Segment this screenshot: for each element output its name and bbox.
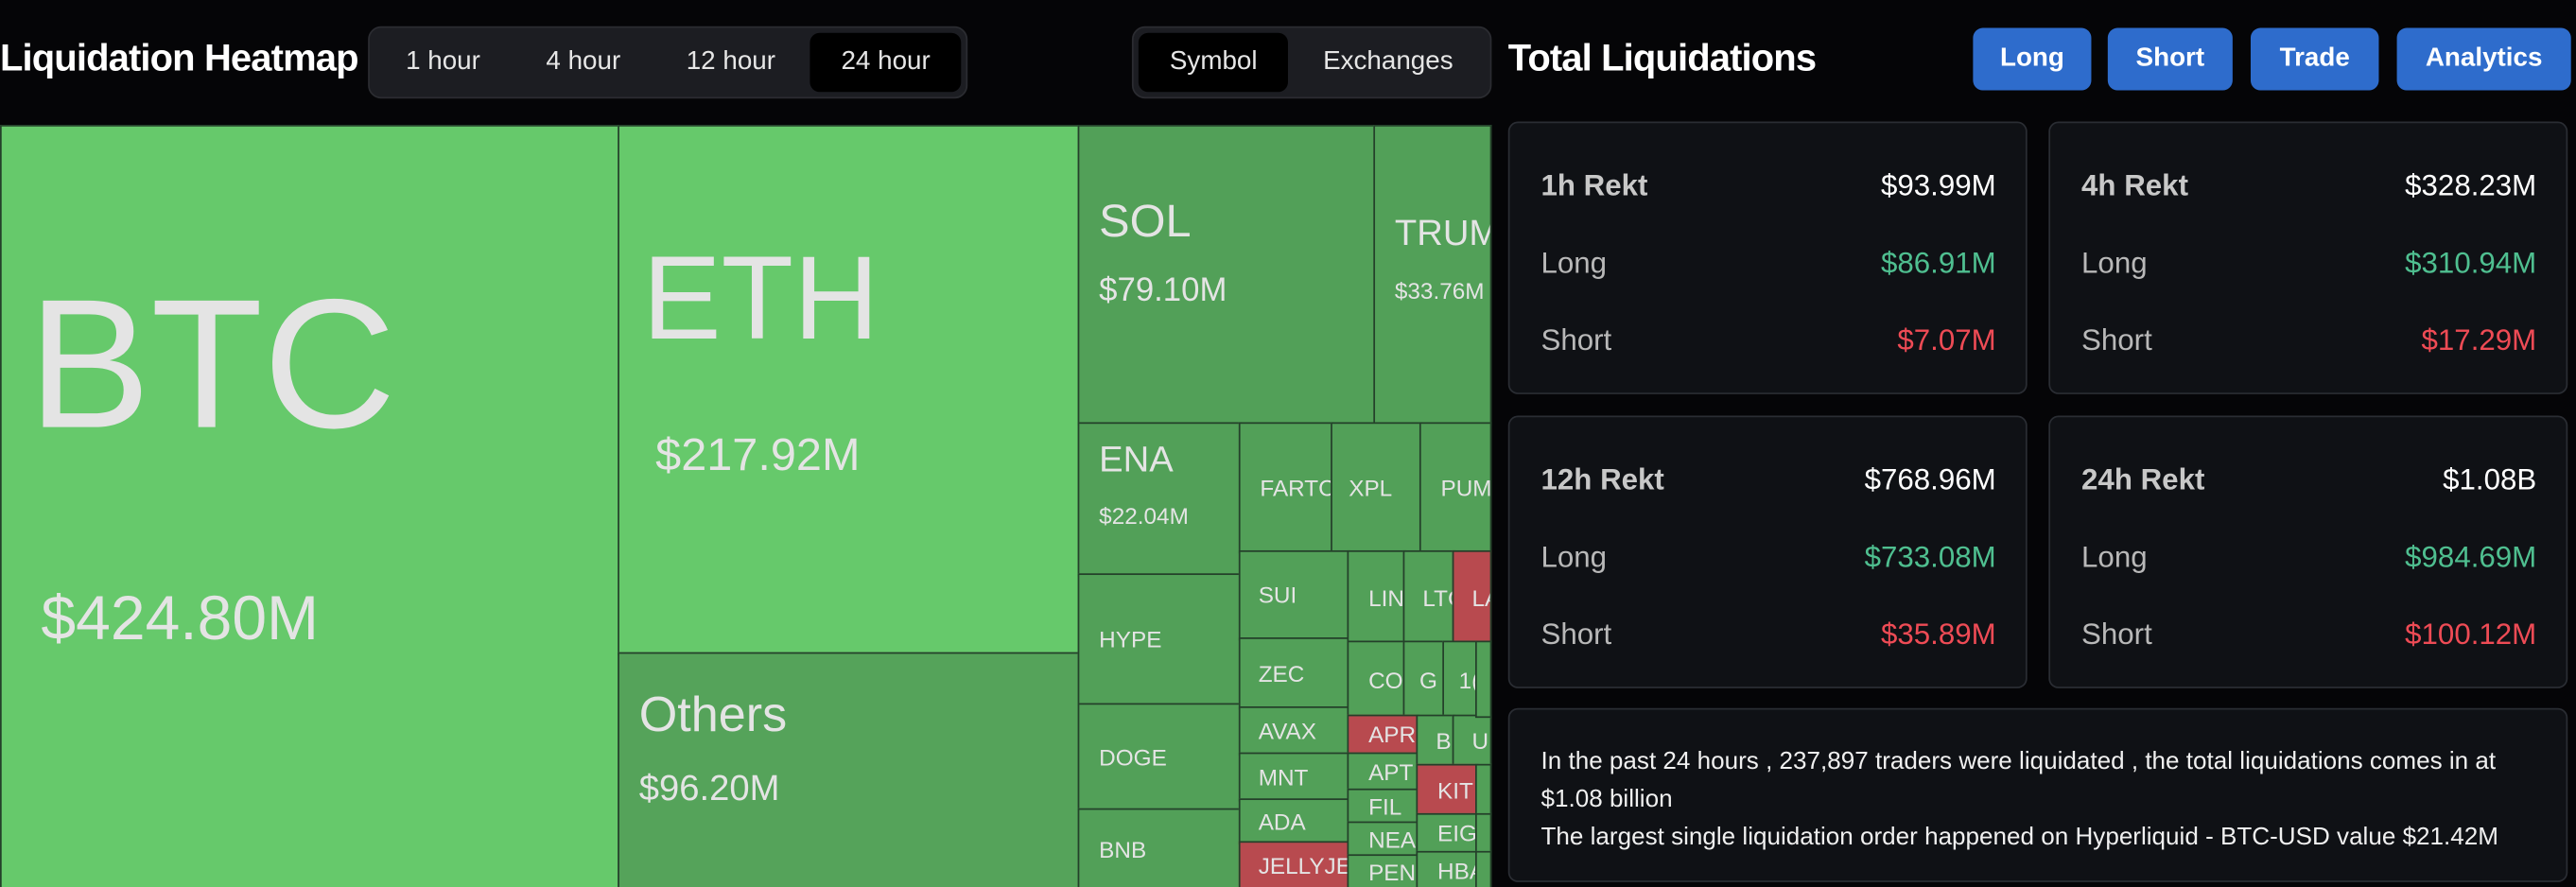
treemap-cell[interactable]: FARTC: [1238, 422, 1334, 554]
summary-line: The largest single liquidation order hap…: [1540, 823, 2498, 851]
treemap-cell[interactable]: KIT: [1416, 763, 1479, 817]
card-label: Long: [1540, 540, 1608, 574]
card-value: $35.89M: [1880, 617, 1996, 651]
treemap-cell[interactable]: PEN(: [1347, 854, 1419, 887]
card-label: Short: [1540, 323, 1612, 357]
summary-box: In the past 24 hours , 237,897 traders w…: [1507, 707, 2568, 882]
time-tab[interactable]: 1 hour: [406, 47, 480, 76]
treemap-cell: [1475, 640, 1492, 719]
panel-title: Total Liquidations: [1507, 36, 1817, 79]
treemap-cell[interactable]: PUM: [1419, 422, 1492, 554]
treemap-cell[interactable]: NEA: [1347, 821, 1419, 858]
card-value: $310.94M: [2405, 246, 2537, 280]
view-tabs: Symbol Exchanges: [1131, 26, 1491, 99]
treemap: BTC $424.80M ETH $217.92M Others $96.20M SOL $7…: [0, 125, 1492, 887]
card-value: $93.99M: [1880, 168, 1996, 202]
card-value: $86.91M: [1880, 246, 1996, 280]
treemap-cell[interactable]: APR: [1347, 714, 1419, 757]
treemap-cell[interactable]: ETH $217.92M: [618, 125, 1082, 656]
card-label: 24h Rekt: [2081, 462, 2205, 496]
treemap-cell[interactable]: U: [1452, 714, 1492, 768]
button[interactable]: Trade: [2250, 27, 2379, 91]
treemap-cell[interactable]: Others $96.20M: [618, 652, 1082, 887]
treemap-cell[interactable]: SOL $79.10M: [1077, 125, 1377, 426]
button[interactable]: Short: [2107, 27, 2233, 91]
card-value: $100.12M: [2405, 617, 2537, 651]
treemap-cell[interactable]: G: [1402, 640, 1446, 719]
card-label: Long: [2081, 540, 2148, 574]
treemap-cell[interactable]: LA: [1452, 549, 1492, 644]
view-tab[interactable]: Symbol: [1138, 32, 1289, 93]
treemap-cell[interactable]: AVAX: [1238, 705, 1350, 757]
rekt-card: 24h Rekt $1.08B Long $984.69M Short $100.12M: [2048, 415, 2568, 688]
treemap-cell[interactable]: ADA: [1238, 798, 1350, 844]
heatmap-title: Liquidation Heatmap: [0, 36, 358, 79]
treemap-cell[interactable]: APT: [1347, 752, 1419, 792]
treemap-cell[interactable]: B: [1416, 714, 1456, 768]
time-tab[interactable]: 12 hour: [686, 47, 775, 76]
card-value: $328.23M: [2405, 168, 2537, 202]
button[interactable]: Analytics: [2396, 27, 2571, 91]
card-label: Short: [2081, 617, 2152, 651]
treemap-cell[interactable]: HBA: [1416, 850, 1479, 887]
treemap-cell[interactable]: ENA $22.04M: [1077, 422, 1243, 577]
treemap-cell: [1475, 763, 1492, 817]
card-label: 4h Rekt: [2081, 168, 2189, 202]
summary-line: In the past 24 hours , 237,897 traders w…: [1540, 747, 2497, 813]
treemap-cell[interactable]: XPL: [1331, 422, 1423, 554]
view-tab[interactable]: Exchanges: [1323, 47, 1453, 76]
time-tab[interactable]: 24 hour: [809, 32, 962, 93]
treemap-cell[interactable]: SUI: [1238, 549, 1350, 641]
treemap-cell[interactable]: EIG: [1416, 812, 1479, 855]
card-label: Long: [2081, 246, 2148, 280]
treemap-cell[interactable]: LTC: [1402, 549, 1456, 644]
card-label: 12h Rekt: [1540, 462, 1664, 496]
card-value: $768.96M: [1864, 462, 1996, 496]
rekt-card: 12h Rekt $768.96M Long $733.08M Short $35.89M: [1507, 415, 2028, 688]
card-value: $1.08B: [2443, 462, 2537, 496]
card-label: Short: [1540, 617, 1612, 651]
treemap-cell[interactable]: ZEC: [1238, 637, 1350, 710]
card-value: $984.69M: [2405, 540, 2537, 574]
card-value: $733.08M: [1864, 540, 1996, 574]
treemap-cell[interactable]: BTC $424.80M: [0, 125, 621, 887]
treemap-cell[interactable]: LIN: [1347, 549, 1407, 644]
treemap-cell[interactable]: DOGE: [1077, 703, 1243, 812]
treemap-cell[interactable]: HYPE: [1077, 573, 1243, 706]
treemap-cell[interactable]: FIL: [1347, 788, 1419, 826]
treemap-cell[interactable]: TRUM $33.76M: [1373, 125, 1492, 426]
card-value: $7.07M: [1897, 323, 1996, 357]
treemap-cell: [1475, 812, 1492, 855]
time-tabs: 1 hour 4 hour 12 hour 24 hour: [368, 26, 968, 99]
treemap-cell[interactable]: 1(: [1442, 640, 1479, 719]
rekt-card: 4h Rekt $328.23M Long $310.94M Short $17.29M: [2048, 121, 2568, 394]
button[interactable]: Long: [1973, 27, 2092, 91]
time-tab[interactable]: 4 hour: [546, 47, 621, 76]
card-value: $17.29M: [2421, 323, 2537, 357]
treemap-cell[interactable]: BNB: [1077, 808, 1243, 887]
treemap-cell[interactable]: MNT: [1238, 752, 1350, 802]
card-label: Long: [1540, 246, 1608, 280]
treemap-cell[interactable]: CO: [1347, 640, 1407, 719]
rekt-card: 1h Rekt $93.99M Long $86.91M Short $7.07M: [1507, 121, 2028, 394]
card-label: Short: [2081, 323, 2152, 357]
treemap-cell: [1475, 850, 1492, 887]
card-label: 1h Rekt: [1540, 168, 1648, 202]
